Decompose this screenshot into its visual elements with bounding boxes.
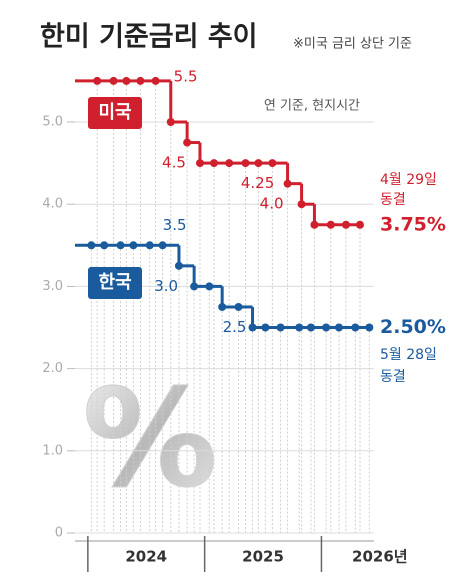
point <box>183 138 192 147</box>
legend-label: 미국 <box>98 102 131 123</box>
point <box>241 159 250 168</box>
point <box>174 261 183 270</box>
point <box>351 323 360 332</box>
point <box>129 241 138 250</box>
unit-note: 연 기준, 현지시간 <box>264 99 360 114</box>
point <box>234 302 243 311</box>
point <box>166 118 175 126</box>
point <box>326 220 335 229</box>
legend-badge <box>88 267 142 299</box>
value-label: 4.5 <box>162 154 186 172</box>
series-note: 동결 <box>380 369 406 385</box>
value-label: 4.0 <box>260 195 284 213</box>
legend-label: 한국 <box>98 272 131 293</box>
series-note: 5월 28일 <box>380 347 437 363</box>
point <box>365 323 374 332</box>
point <box>116 241 125 250</box>
point <box>334 323 343 332</box>
x-tick-label: 2025 <box>242 548 284 566</box>
point <box>205 282 214 291</box>
point <box>190 282 199 291</box>
point <box>87 241 96 250</box>
point <box>158 241 167 250</box>
point <box>136 76 145 85</box>
point <box>261 323 270 332</box>
x-tick-label: 2024 <box>125 548 167 566</box>
y-tick-label: 0 <box>55 526 63 541</box>
value-label: 3.0 <box>154 277 178 295</box>
point <box>145 241 154 250</box>
point <box>209 159 218 168</box>
point <box>151 76 160 85</box>
value-label: 3.5 <box>163 216 187 234</box>
point <box>341 220 350 229</box>
series-note: 4월 29일 <box>380 172 437 188</box>
value-label: 4.25 <box>241 174 274 192</box>
value-label: 5.5 <box>174 67 198 85</box>
point <box>297 200 306 209</box>
chart-title: 한미 기준금리 추이 <box>40 22 258 53</box>
point <box>100 241 109 250</box>
point <box>109 76 118 85</box>
point <box>93 76 102 85</box>
point <box>225 159 234 168</box>
point <box>218 302 227 311</box>
point <box>276 323 285 332</box>
point <box>295 323 304 332</box>
point <box>248 323 257 332</box>
point <box>268 159 277 168</box>
point <box>310 220 319 229</box>
point <box>355 220 364 229</box>
y-tick-label: 5.0 <box>42 115 63 130</box>
series-note: 동결 <box>380 192 406 208</box>
point <box>122 76 131 85</box>
point <box>195 159 204 168</box>
value-label: 2.50% <box>380 316 446 338</box>
point <box>283 179 292 188</box>
x-tick-label: 2026년 <box>352 548 408 566</box>
point <box>322 323 331 332</box>
y-tick-label: 1.0 <box>42 443 63 458</box>
point <box>254 159 263 168</box>
chart-note: ※미국 금리 상단 기준 <box>293 37 412 52</box>
point <box>306 323 315 332</box>
y-tick-label: 3.0 <box>42 279 63 294</box>
y-tick-label: 4.0 <box>42 197 63 212</box>
value-label: 3.75% <box>380 213 446 235</box>
legend-badge <box>88 97 142 129</box>
value-label: 2.5 <box>223 318 247 336</box>
y-tick-label: 2.0 <box>42 361 63 376</box>
